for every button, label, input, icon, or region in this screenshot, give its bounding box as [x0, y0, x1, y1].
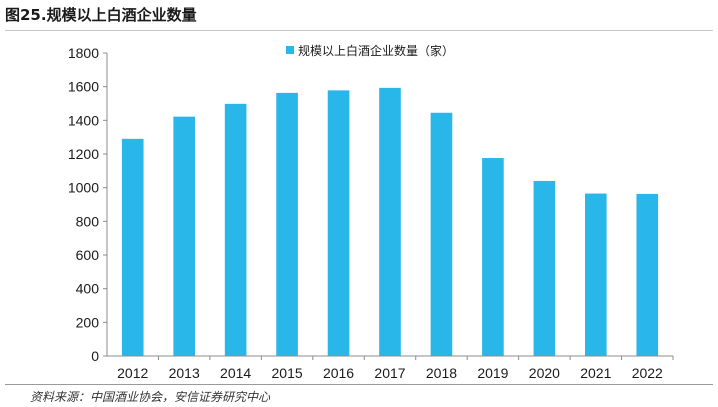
x-tick-label: 2021: [580, 365, 611, 381]
figure-title: 图25.规模以上白酒企业数量: [5, 6, 197, 24]
y-tick-label: 800: [76, 213, 100, 229]
y-tick-label: 600: [76, 247, 100, 263]
y-tick-label: 1400: [68, 112, 99, 128]
bar-2021: [585, 193, 607, 356]
legend-label: 规模以上白酒企业数量（家）: [298, 43, 454, 58]
x-tick-label: 2020: [529, 365, 560, 381]
x-tick-label: 2014: [220, 365, 251, 381]
bar-2017: [379, 87, 401, 356]
y-tick-label: 0: [91, 348, 99, 364]
x-tick-label: 2013: [169, 365, 200, 381]
source-note: 资料来源：中国酒业协会，安信证券研究中心: [30, 390, 271, 404]
y-tick-label: 1600: [68, 79, 99, 95]
x-tick-label: 2016: [323, 365, 354, 381]
y-tick-label: 1200: [68, 146, 99, 162]
source-divider: [5, 384, 713, 385]
y-tick-label: 200: [76, 314, 100, 330]
x-tick-label: 2017: [374, 365, 405, 381]
legend-swatch: [286, 46, 294, 54]
bar-2012: [121, 138, 144, 356]
x-tick-label: 2022: [632, 365, 663, 381]
title-divider: [5, 30, 713, 31]
bar-2015: [276, 92, 298, 357]
x-tick-label: 2018: [426, 365, 457, 381]
y-tick-label: 1800: [68, 45, 99, 61]
bar-2018: [430, 112, 453, 356]
bar-2014: [224, 103, 247, 356]
bar-2020: [533, 180, 556, 356]
y-tick-label: 1000: [68, 180, 99, 196]
bar-2022: [636, 193, 659, 356]
bar-2019: [482, 158, 504, 356]
bar-2013: [173, 116, 195, 356]
y-axis-ticks: 0 200 400 600 800 1000 1200 1400 1600 1800: [68, 45, 107, 364]
x-tick-label: 2019: [477, 365, 508, 381]
x-tick-label: 2015: [272, 365, 303, 381]
bars: [121, 87, 659, 357]
legend: 规模以上白酒企业数量（家）: [286, 43, 454, 58]
x-axis-ticks: 2012 2013 2014 2015 2016 2017 2018 2019 2020 2021…: [117, 356, 674, 381]
bar-2016: [327, 90, 350, 357]
y-tick-label: 400: [76, 281, 100, 297]
x-tick-label: 2012: [117, 365, 148, 381]
